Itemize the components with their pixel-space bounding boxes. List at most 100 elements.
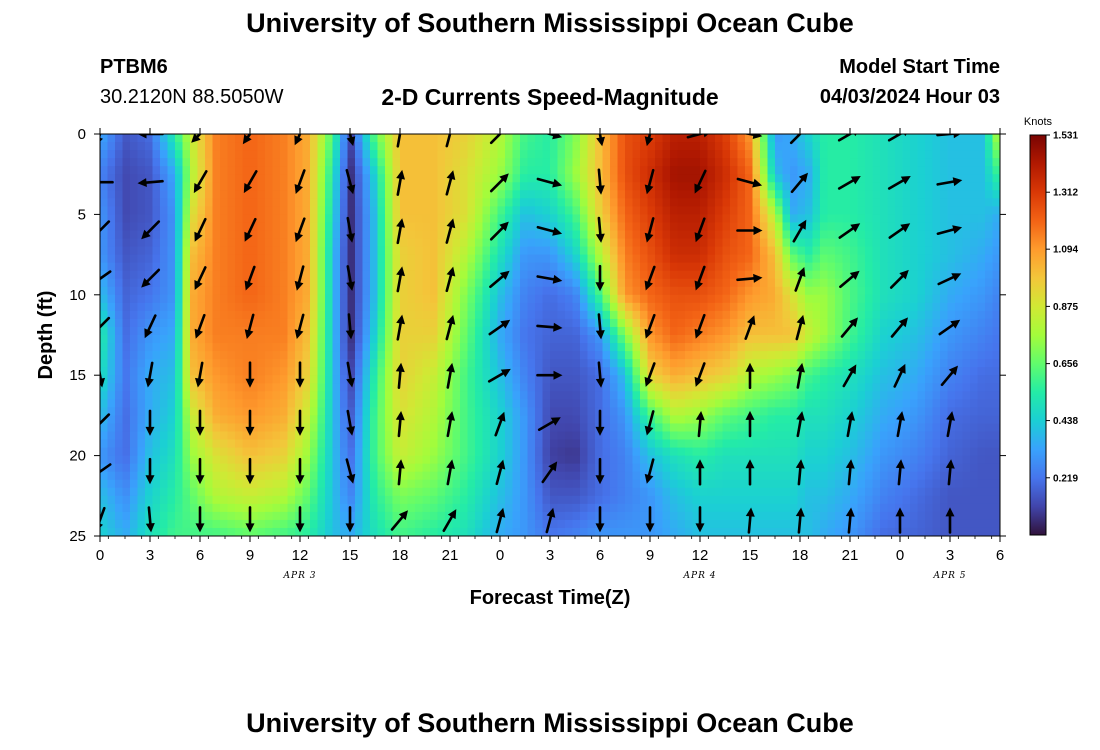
heatmap-cell [662, 519, 671, 529]
heatmap-cell [805, 423, 814, 433]
heatmap-cell [715, 455, 724, 465]
heatmap-cell [482, 254, 491, 264]
heatmap-cell [122, 455, 131, 465]
heatmap-cell [535, 399, 544, 408]
heatmap-cell [377, 286, 386, 296]
heatmap-cell [490, 495, 499, 505]
heatmap-cell [550, 375, 559, 384]
heatmap-cell [647, 262, 656, 272]
heatmap-cell [445, 286, 454, 296]
heatmap-cell [302, 463, 311, 473]
heatmap-cell [790, 343, 799, 352]
heatmap-cell [557, 198, 566, 207]
heatmap-cell [692, 343, 701, 352]
heatmap-cell [685, 415, 694, 425]
heatmap-cell [520, 158, 529, 167]
heatmap-cell [790, 270, 799, 280]
heatmap-cell [377, 326, 386, 336]
heatmap-cell [677, 182, 686, 191]
heatmap-cell [362, 278, 371, 288]
heatmap-cell [685, 294, 694, 304]
heatmap-cell [520, 134, 529, 143]
heatmap-cell [265, 134, 274, 143]
heatmap-cell [265, 511, 274, 521]
heatmap-cell [805, 238, 814, 248]
heatmap-cell [662, 487, 671, 497]
heatmap-cell [617, 286, 626, 296]
heatmap-cell [662, 326, 671, 336]
heatmap-cell [182, 495, 191, 505]
heatmap-cell [602, 142, 611, 151]
heatmap-cell [122, 463, 131, 473]
heatmap-cell [445, 318, 454, 328]
heatmap-cell [362, 367, 371, 376]
heatmap-cell [752, 439, 761, 449]
station-id: PTBM6 [100, 56, 168, 78]
heatmap-cell [145, 343, 154, 352]
heatmap-cell [782, 431, 791, 441]
heatmap-cell [347, 158, 356, 167]
heatmap-cell [370, 310, 379, 320]
heatmap-cell [752, 487, 761, 497]
heatmap-cell [280, 222, 289, 232]
heatmap-cell [175, 262, 184, 272]
heatmap-cell [520, 383, 529, 392]
heatmap-cell [617, 447, 626, 457]
heatmap-cell [707, 134, 716, 143]
heatmap-cell [400, 487, 409, 497]
heatmap-cell [602, 222, 611, 232]
heatmap-cell [610, 246, 619, 256]
heatmap-cell [325, 238, 334, 248]
heatmap-cell [122, 391, 131, 400]
heatmap-cell [572, 262, 581, 272]
heatmap-cell [175, 367, 184, 376]
heatmap-cell [647, 343, 656, 352]
heatmap-cell [775, 343, 784, 352]
heatmap-cell [137, 278, 146, 288]
heatmap-cell [422, 439, 431, 449]
heatmap-cell [160, 407, 169, 416]
heatmap-cell [760, 495, 769, 505]
heatmap-cell [227, 375, 236, 384]
heatmap-cell [677, 367, 686, 376]
heatmap-cell [415, 439, 424, 449]
heatmap-cell [797, 407, 806, 416]
heatmap-cell [692, 286, 701, 296]
heatmap-cell [820, 431, 829, 441]
heatmap-cell [295, 343, 304, 352]
heatmap-cell [190, 391, 199, 400]
heatmap-cell [415, 367, 424, 376]
heatmap-cell [452, 495, 461, 505]
heatmap-cell [250, 286, 259, 296]
heatmap-cell [205, 335, 214, 344]
heatmap-cell [587, 294, 596, 304]
heatmap-cell [317, 294, 326, 304]
heatmap-cell [130, 270, 139, 280]
heatmap-cell [692, 270, 701, 280]
heatmap-cell [662, 294, 671, 304]
heatmap-cell [640, 495, 649, 505]
heatmap-cell [565, 431, 574, 441]
heatmap-cell [152, 527, 161, 536]
heatmap-cell [632, 198, 641, 207]
heatmap-cell [572, 302, 581, 312]
heatmap-cell [377, 439, 386, 449]
heatmap-cell [520, 278, 529, 288]
heatmap-cell [452, 150, 461, 159]
heatmap-cell [347, 367, 356, 376]
heatmap-cell [715, 487, 724, 497]
heatmap-cell [122, 318, 131, 328]
heatmap-cell [565, 166, 574, 175]
heatmap-cell [422, 335, 431, 344]
heatmap-cell [550, 302, 559, 312]
heatmap-cell [160, 246, 169, 256]
heatmap-cell [602, 423, 611, 433]
heatmap-cell [287, 318, 296, 328]
heatmap-cell [632, 150, 641, 159]
heatmap-cell [212, 439, 221, 449]
heatmap-cell [452, 190, 461, 199]
heatmap-cell [640, 150, 649, 159]
heatmap-cell [730, 302, 739, 312]
heatmap-cell [632, 351, 641, 360]
heatmap-cell [377, 415, 386, 425]
